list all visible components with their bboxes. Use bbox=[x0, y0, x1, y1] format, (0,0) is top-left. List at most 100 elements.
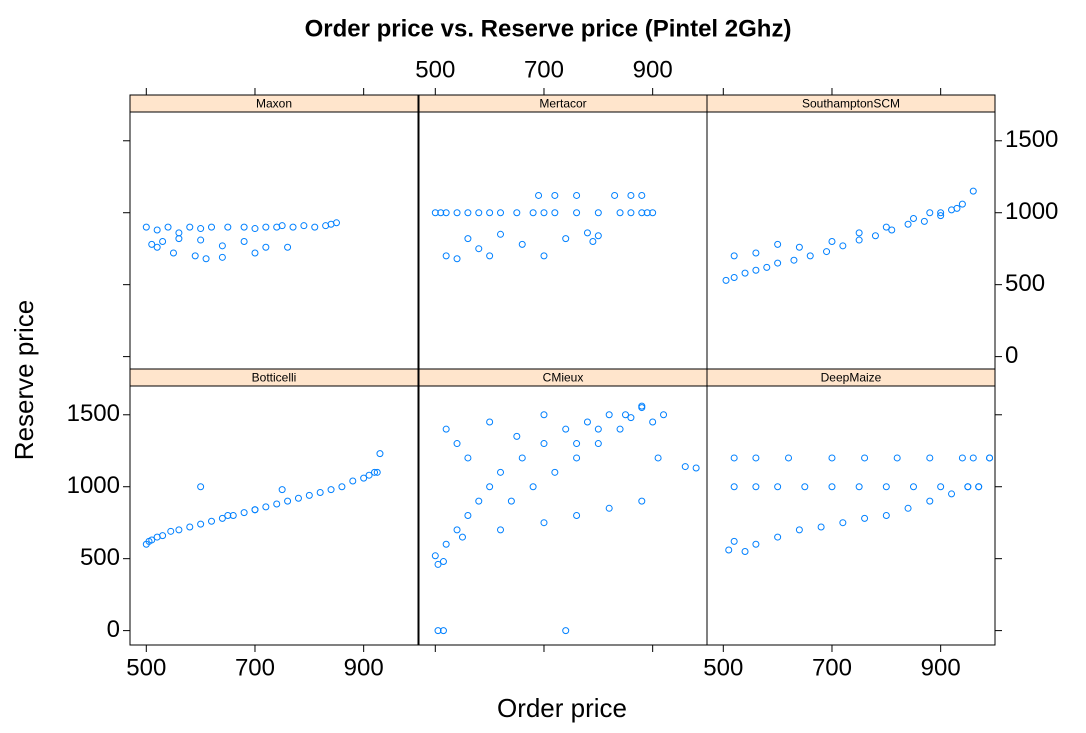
point bbox=[186, 223, 194, 231]
point bbox=[605, 411, 613, 419]
point bbox=[692, 464, 700, 472]
x-tick-label: 500 bbox=[703, 654, 743, 681]
chart-title: Order price vs. Reserve price (Pintel 2G… bbox=[305, 15, 792, 42]
point bbox=[497, 230, 505, 238]
strip-label: CMieux bbox=[543, 371, 584, 385]
point bbox=[529, 483, 537, 491]
point bbox=[202, 255, 210, 263]
point bbox=[153, 226, 161, 234]
point bbox=[540, 411, 548, 419]
point bbox=[338, 483, 346, 491]
point bbox=[262, 223, 270, 231]
point bbox=[725, 546, 733, 554]
point bbox=[464, 209, 472, 217]
point bbox=[730, 273, 738, 281]
point bbox=[752, 483, 760, 491]
point bbox=[871, 232, 879, 240]
point bbox=[817, 523, 825, 531]
point bbox=[175, 526, 183, 534]
strip-label: SouthamptonSCM bbox=[802, 97, 900, 111]
panel bbox=[129, 385, 419, 646]
y-tick-label: 500 bbox=[80, 544, 120, 571]
point bbox=[888, 226, 896, 234]
y-tick-label: 1500 bbox=[67, 400, 120, 427]
point bbox=[453, 255, 461, 263]
point bbox=[513, 432, 521, 440]
panel bbox=[129, 111, 419, 372]
point bbox=[251, 249, 259, 257]
point bbox=[855, 483, 863, 491]
point bbox=[828, 454, 836, 462]
strip-label: Maxon bbox=[256, 97, 292, 111]
point bbox=[861, 454, 869, 462]
point bbox=[507, 497, 515, 505]
point bbox=[365, 471, 373, 479]
point bbox=[486, 418, 494, 426]
point bbox=[434, 560, 442, 568]
point bbox=[964, 483, 972, 491]
point bbox=[649, 418, 657, 426]
point bbox=[958, 454, 966, 462]
point bbox=[616, 209, 624, 217]
point bbox=[926, 454, 934, 462]
point bbox=[431, 552, 439, 560]
point bbox=[316, 488, 324, 496]
point bbox=[349, 477, 357, 485]
point bbox=[583, 418, 591, 426]
point bbox=[975, 483, 983, 491]
point bbox=[197, 483, 205, 491]
point bbox=[573, 512, 581, 519]
point bbox=[251, 225, 259, 233]
point bbox=[284, 497, 292, 505]
x-tick-label: 500 bbox=[126, 654, 166, 681]
point bbox=[442, 425, 450, 433]
point bbox=[730, 537, 738, 545]
point bbox=[882, 512, 890, 519]
point bbox=[197, 225, 205, 233]
point bbox=[882, 483, 890, 491]
point bbox=[518, 454, 526, 462]
x-tick-label: 700 bbox=[812, 654, 852, 681]
point bbox=[218, 253, 226, 261]
point bbox=[197, 520, 205, 528]
point bbox=[638, 402, 646, 410]
point bbox=[627, 191, 635, 199]
point bbox=[218, 514, 226, 522]
point bbox=[453, 526, 461, 534]
point bbox=[562, 235, 570, 243]
point bbox=[434, 627, 442, 635]
point bbox=[475, 245, 483, 253]
point bbox=[649, 209, 657, 217]
point bbox=[774, 533, 782, 541]
point bbox=[823, 248, 831, 256]
point bbox=[937, 209, 945, 217]
point bbox=[453, 209, 461, 217]
point bbox=[926, 497, 934, 505]
point bbox=[937, 483, 945, 491]
point bbox=[240, 509, 248, 517]
point bbox=[169, 249, 177, 257]
point bbox=[986, 454, 994, 462]
point bbox=[806, 252, 814, 260]
point bbox=[621, 411, 629, 419]
point bbox=[948, 206, 956, 214]
point bbox=[638, 497, 646, 505]
y-tick-label: 1500 bbox=[1005, 126, 1058, 153]
point bbox=[486, 252, 494, 260]
strip-label: Mertacor bbox=[539, 97, 586, 111]
point bbox=[475, 209, 483, 217]
point bbox=[453, 440, 461, 448]
point bbox=[262, 243, 270, 251]
point bbox=[332, 219, 340, 227]
x-tick-label: 700 bbox=[235, 654, 275, 681]
point bbox=[730, 454, 738, 462]
point bbox=[518, 240, 526, 248]
point bbox=[442, 252, 450, 260]
point bbox=[294, 494, 302, 502]
point bbox=[431, 209, 439, 217]
strip-label: Botticelli bbox=[252, 371, 297, 385]
point bbox=[795, 243, 803, 251]
y-tick-label: 1000 bbox=[67, 472, 120, 499]
point bbox=[486, 209, 494, 217]
